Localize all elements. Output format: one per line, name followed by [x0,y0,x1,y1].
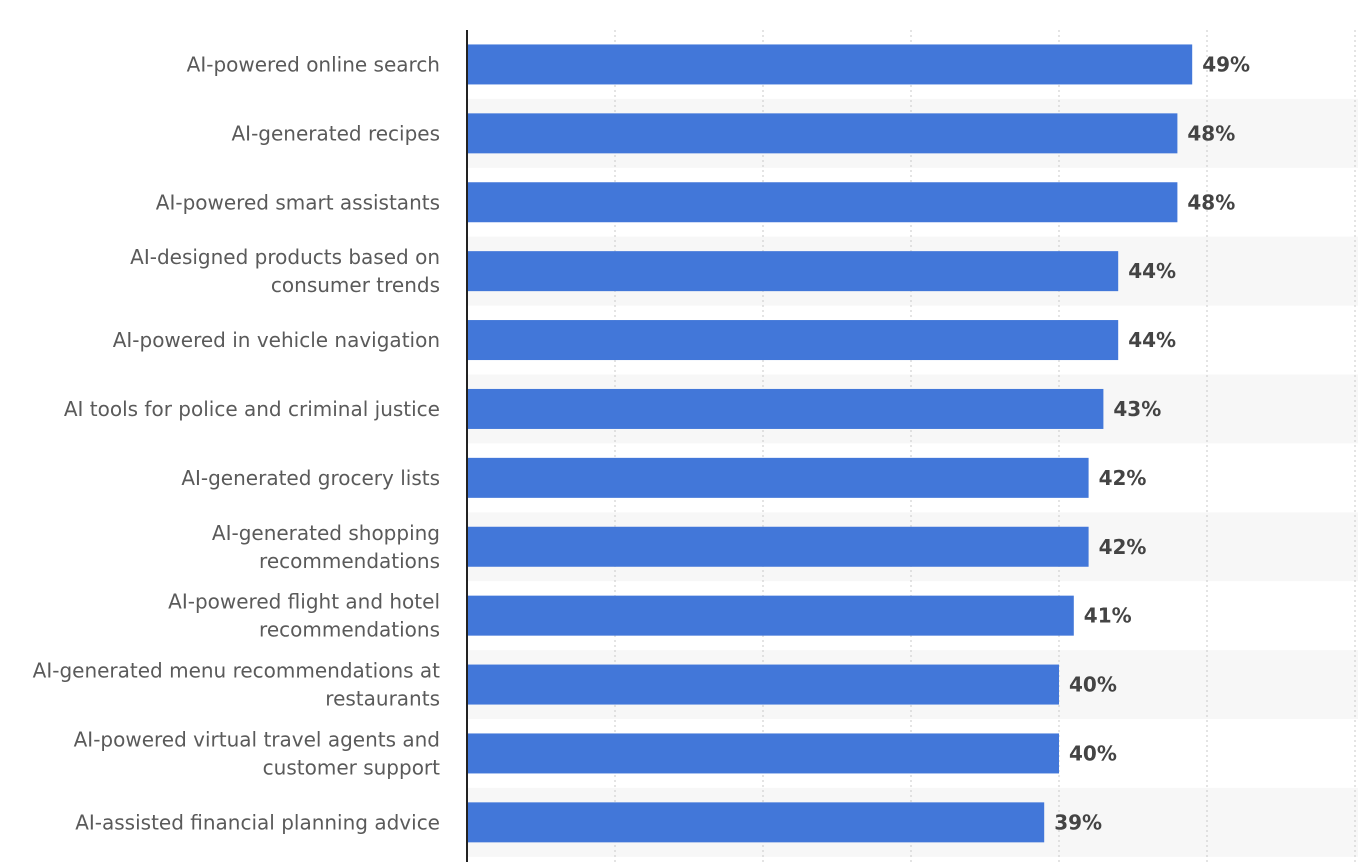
value-label: 39% [1054,810,1102,834]
value-label: 41% [1084,604,1132,628]
category-label-line: AI-powered flight and hotel [168,590,440,614]
category-label-line: AI-designed products based on [130,245,440,269]
category-label: AI-powered smart assistants [156,190,440,214]
gridlines [614,30,1356,862]
category-label: AI-powered in vehicle navigation [113,328,440,352]
category-label-line: AI-powered virtual travel agents and [74,727,440,751]
category-label-line: customer support [263,755,440,779]
bars [467,44,1193,843]
bar [467,320,1119,361]
bar [467,457,1089,498]
category-label-line: AI-generated menu recommendations at [33,659,441,683]
category-label-line: consumer trends [271,273,440,297]
bar [467,388,1104,429]
category-label-line: recommendations [259,618,440,642]
bar [467,182,1178,223]
category-label: AI-generated menu recommendations at rest… [33,659,441,711]
value-label: 40% [1069,741,1117,765]
value-label: 44% [1128,259,1176,283]
category-label: AI-generated recipes [231,121,440,145]
bar [467,802,1045,843]
category-label: AI-generated grocery lists [181,466,440,490]
category-label-line: recommendations [259,549,440,573]
value-label: 42% [1099,466,1147,490]
category-label: AI-powered online search [187,52,440,76]
bar [467,595,1074,636]
category-label: AI-powered flight and hotel recommendatio… [168,590,440,642]
value-label: 48% [1187,190,1235,214]
category-label-line: restaurants [325,687,440,711]
category-label-line: AI-generated shopping [212,521,440,545]
value-label: 44% [1128,328,1176,352]
bar [467,251,1119,292]
category-label: AI-powered virtual travel agents and cust… [74,727,441,779]
category-label-line: AI-powered smart assistants [156,190,440,214]
value-label: 40% [1069,673,1117,697]
bar [467,113,1178,154]
category-label-line: AI-generated grocery lists [181,466,440,490]
category-label-line: AI-generated recipes [231,121,440,145]
bar [467,733,1059,774]
value-labels: 49% 48% 48% 44% 44% 43% 42% 42% 41% 40% 40% 39% [1054,52,1250,834]
bar [467,664,1059,705]
category-label-line: AI-assisted financial planning advice [75,810,440,834]
value-label: 42% [1099,535,1147,559]
category-label: AI tools for police and criminal justice [64,397,440,421]
value-label: 43% [1113,397,1161,421]
bar [467,526,1089,567]
bar [467,44,1193,85]
category-label: AI-generated shopping recommendations [212,521,440,573]
category-label-line: AI tools for police and criminal justice [64,397,440,421]
value-label: 49% [1202,52,1250,76]
value-label: 48% [1187,121,1235,145]
category-label: AI-assisted financial planning advice [75,810,440,834]
category-label-line: AI-powered in vehicle navigation [113,328,440,352]
category-label-line: AI-powered online search [187,52,440,76]
category-label: AI-designed products based on consumer tr… [130,245,440,297]
category-labels: AI-powered online search AI-generated rec… [33,52,441,834]
